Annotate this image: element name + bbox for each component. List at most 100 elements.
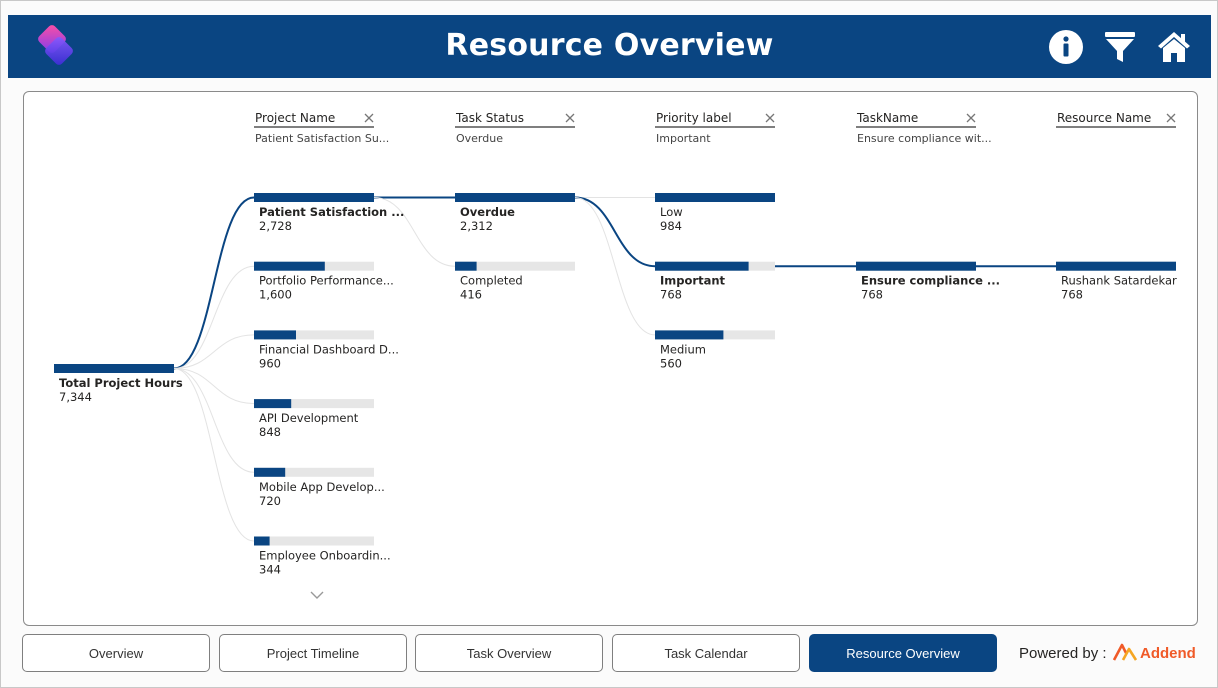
- bar-track: [455, 261, 575, 271]
- remove-level-icon[interactable]: [966, 113, 976, 123]
- bar-track: [254, 399, 374, 409]
- tree-link: [173, 368, 255, 542]
- bar-fill: [655, 261, 749, 271]
- tree-node[interactable]: Portfolio Performance...1,600: [254, 261, 394, 302]
- tree-link: [373, 197, 456, 267]
- nav-button-resource-overview[interactable]: Resource Overview: [809, 634, 997, 672]
- node-value: 768: [861, 288, 883, 302]
- tree-link-active: [173, 196, 255, 370]
- header-bar: Resource Overview: [8, 15, 1211, 78]
- level-filter-value: Important: [656, 132, 711, 145]
- tree-node[interactable]: Ensure compliance ...768: [856, 261, 1000, 302]
- node-label: Rushank Satardekar: [1061, 274, 1177, 288]
- node-label: Ensure compliance ...: [861, 274, 1000, 288]
- bar-fill: [455, 193, 575, 202]
- addend-logo-icon: [1113, 643, 1137, 661]
- level-header-project-name[interactable]: Project Name Patient Satisfaction Su...: [254, 111, 389, 145]
- node-value: 344: [259, 563, 281, 577]
- filter-icon[interactable]: [1102, 29, 1138, 65]
- level-filter-value: Overdue: [456, 132, 503, 145]
- bar-fill: [54, 364, 174, 373]
- node-value: 2,728: [259, 219, 292, 233]
- powered-by-label: Powered by :: [1019, 645, 1107, 662]
- node-value: 7,344: [59, 390, 92, 404]
- node-value: 848: [259, 425, 281, 439]
- tree-link-active: [574, 196, 656, 268]
- decomposition-tree[interactable]: Total Project Hours 7,344 Project Name Pati…: [23, 91, 1198, 626]
- level-field-label: Priority label: [656, 111, 732, 125]
- node-label: Employee Onboardin...: [259, 549, 391, 563]
- node-label: Completed: [460, 274, 523, 288]
- bar-fill: [655, 193, 775, 202]
- nav-button-overview[interactable]: Overview: [22, 634, 210, 672]
- tree-link: [173, 334, 255, 369]
- bar-fill: [655, 330, 724, 340]
- node-value: 720: [259, 494, 281, 508]
- tree-node[interactable]: Financial Dashboard D...960: [254, 330, 399, 370]
- home-icon[interactable]: [1156, 29, 1192, 65]
- bar-fill: [254, 536, 270, 546]
- tree-link: [173, 368, 255, 405]
- node-label: Mobile App Develop...: [259, 480, 385, 494]
- page-title: Resource Overview: [445, 28, 774, 63]
- level-header-task-status[interactable]: Task Status Overdue: [455, 111, 575, 145]
- bar-fill: [856, 261, 976, 271]
- nav-button-project-timeline[interactable]: Project Timeline: [219, 634, 407, 672]
- tree-link: [173, 265, 255, 369]
- node-label: Financial Dashboard D...: [259, 342, 399, 356]
- level-field-label: Resource Name: [1057, 111, 1151, 125]
- level-filter-value: Patient Satisfaction Su...: [255, 132, 389, 145]
- bar-fill: [254, 467, 286, 477]
- node-value: 560: [660, 356, 682, 370]
- node-value: 1,600: [259, 288, 292, 302]
- level-header-resource-name[interactable]: Resource Name: [1056, 111, 1176, 128]
- remove-level-icon[interactable]: [565, 113, 575, 123]
- tree-link: [173, 368, 255, 473]
- bar-track: [254, 330, 374, 340]
- node-label: API Development: [259, 411, 359, 425]
- level-filter-value: Ensure compliance wit...: [857, 132, 992, 145]
- info-icon[interactable]: [1048, 29, 1084, 65]
- level-field-label: TaskName: [856, 111, 918, 125]
- remove-level-icon[interactable]: [364, 113, 374, 123]
- node-label: Patient Satisfaction ...: [259, 205, 404, 219]
- node-label: Medium: [660, 342, 706, 356]
- node-label: Total Project Hours: [59, 376, 183, 390]
- addend-brand: Addend: [1140, 645, 1196, 662]
- node-value: 768: [1061, 288, 1083, 302]
- level-header-taskname[interactable]: TaskName Ensure compliance wit...: [856, 111, 992, 145]
- node-value: 416: [460, 288, 482, 302]
- bar-track: [254, 536, 374, 546]
- node-label: Important: [660, 274, 726, 288]
- node-value: 2,312: [460, 219, 493, 233]
- chevron-down-icon[interactable]: [310, 591, 324, 599]
- bar-fill: [455, 261, 477, 271]
- level-field-label: Project Name: [255, 111, 335, 125]
- tree-node[interactable]: Patient Satisfaction ...2,728: [254, 193, 404, 233]
- remove-level-icon[interactable]: [1166, 113, 1176, 123]
- tree-node[interactable]: Mobile App Develop...720: [254, 467, 385, 508]
- node-value: 768: [660, 288, 682, 302]
- node-label: Portfolio Performance...: [259, 274, 394, 288]
- bar-track: [254, 467, 374, 477]
- level-header-priority-label[interactable]: Priority label Important: [655, 111, 775, 145]
- tree-node[interactable]: Employee Onboardin...344: [254, 536, 391, 577]
- node-value: 984: [660, 219, 682, 233]
- nav-button-task-calendar[interactable]: Task Calendar: [612, 634, 800, 672]
- node-label: Overdue: [460, 205, 515, 219]
- nav-button-task-overview[interactable]: Task Overview: [415, 634, 603, 672]
- bar-fill: [254, 330, 296, 340]
- bar-fill: [254, 261, 325, 271]
- tree-link: [574, 197, 656, 336]
- bar-fill: [254, 193, 374, 202]
- remove-level-icon[interactable]: [765, 113, 775, 123]
